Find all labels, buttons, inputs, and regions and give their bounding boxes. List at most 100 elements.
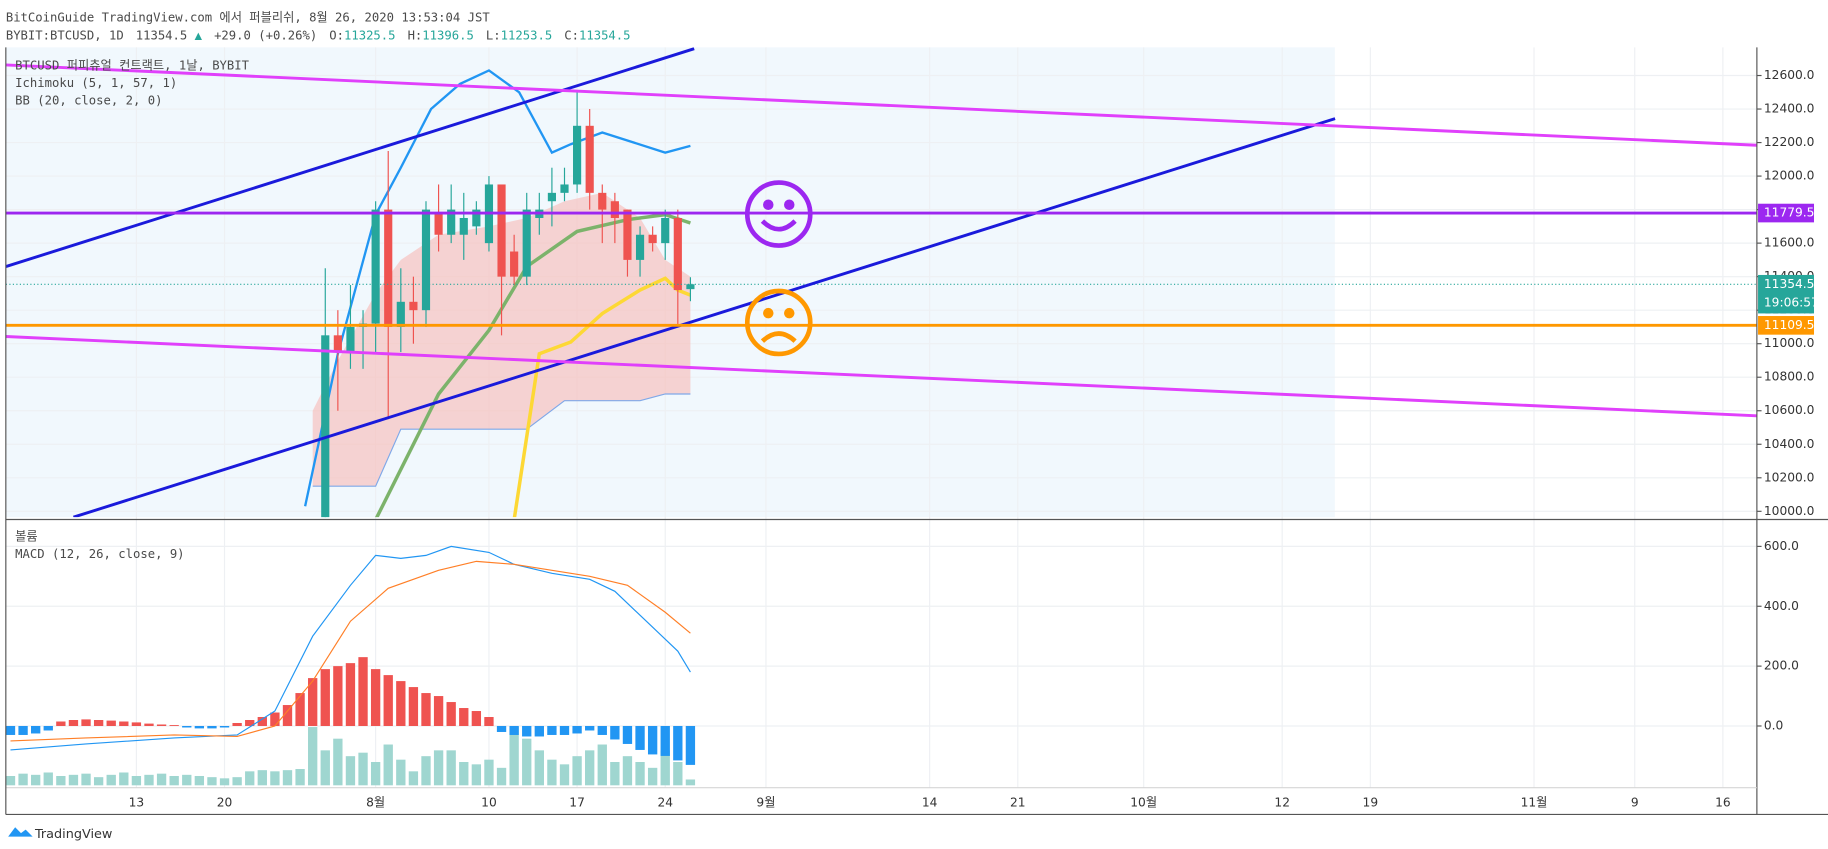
mouth xyxy=(760,219,797,232)
candle-body xyxy=(510,251,519,277)
symbol-line: BYBIT:BTCUSD, 1D 11354.5 ▲ +29.0 (+0.26%… xyxy=(6,28,631,42)
histogram-bar xyxy=(68,720,79,726)
volume-bar xyxy=(131,775,142,786)
y-tick-label: 10400.0 xyxy=(1764,437,1815,451)
last: 11354.5 xyxy=(136,28,188,42)
volume-bar xyxy=(56,775,66,786)
arrow: ▲ xyxy=(195,28,203,42)
histogram-bar xyxy=(194,725,205,729)
y-tick-label: 200.0 xyxy=(1764,659,1799,673)
candle-body xyxy=(346,326,355,353)
volume-bar xyxy=(219,778,230,786)
histogram-bar xyxy=(484,717,494,726)
volume-bar xyxy=(169,775,179,786)
y-tick-label: 400.0 xyxy=(1764,599,1799,613)
volume-bar xyxy=(106,774,116,786)
histogram-bar xyxy=(81,719,91,726)
logo xyxy=(8,827,33,837)
eye xyxy=(763,307,774,319)
price-pane xyxy=(5,47,1757,518)
volume-bar xyxy=(282,770,293,786)
volume-bar xyxy=(433,750,444,786)
volume-bar xyxy=(597,744,607,786)
histogram-bar xyxy=(358,657,368,726)
candle-body xyxy=(522,209,531,277)
histogram-bar xyxy=(635,725,645,750)
histogram-bar xyxy=(534,725,544,737)
y-tick-label: 600.0 xyxy=(1764,539,1799,553)
face xyxy=(744,180,813,248)
eye xyxy=(763,199,774,210)
histogram-bar xyxy=(144,723,154,726)
trend-line xyxy=(5,47,695,268)
volume-bar xyxy=(534,750,544,786)
candle-body xyxy=(648,234,657,244)
ohlc-label: O: xyxy=(329,28,344,42)
volume-bar xyxy=(68,774,79,786)
histogram-bar xyxy=(245,720,255,726)
histogram-bar xyxy=(43,725,53,731)
volume-bar xyxy=(320,750,330,786)
x-tick-label: 16 xyxy=(1715,795,1731,809)
y-tick-label: 11000.0 xyxy=(1764,336,1815,350)
histogram-bar xyxy=(270,712,280,726)
candle-body xyxy=(560,184,569,193)
volume-bar xyxy=(647,767,658,786)
volume-bar xyxy=(446,750,456,786)
volume-bar xyxy=(295,768,305,786)
volume-bar xyxy=(270,771,280,786)
countdown-label: 19:06:57 xyxy=(1764,295,1819,309)
histogram-bar xyxy=(421,693,431,726)
frown xyxy=(744,288,813,357)
candle-body xyxy=(409,301,418,311)
ohlc-value: 11253.5 xyxy=(501,28,553,42)
candle-body xyxy=(610,201,619,218)
y-tick-label: 10800.0 xyxy=(1764,370,1815,384)
volume-bar xyxy=(383,744,393,786)
histogram-bar xyxy=(295,693,305,726)
candle-body xyxy=(472,209,481,227)
y-tick-label: 12400.0 xyxy=(1764,102,1815,116)
macd-pane xyxy=(5,545,696,786)
volume-bar xyxy=(509,727,519,786)
publish-title: BitCoinGuide TradingView.com 에서 퍼블리쉬, 8월… xyxy=(6,11,491,25)
face xyxy=(744,288,813,357)
ohlc-value: 11396.5 xyxy=(422,28,474,42)
brand: TradingView xyxy=(34,827,112,842)
x-tick-label: 12 xyxy=(1274,795,1290,809)
histogram-bar xyxy=(496,725,507,732)
candle-body xyxy=(585,125,594,193)
legend-entry: 볼륨 xyxy=(15,530,38,544)
histogram-bar xyxy=(182,725,192,728)
volume-bar xyxy=(345,756,356,786)
price-label: 11779.5 xyxy=(1764,206,1815,220)
candle-body xyxy=(459,217,468,235)
histogram-bar xyxy=(232,722,242,726)
histogram-bar xyxy=(119,721,129,726)
smiley xyxy=(744,180,813,248)
volume-bar xyxy=(660,750,670,786)
volume-bar xyxy=(358,752,368,786)
volume-bar xyxy=(194,775,205,786)
volume-bar xyxy=(207,777,217,786)
x-tick-label: 8월 xyxy=(366,795,385,809)
volume-bar xyxy=(81,773,91,786)
histogram-bar xyxy=(156,724,167,726)
ohlc-label: C: xyxy=(564,28,579,42)
candle-body xyxy=(623,209,632,260)
candle-body xyxy=(661,217,670,244)
histogram-bar xyxy=(345,663,356,726)
candle-body xyxy=(686,284,695,290)
histogram-bar xyxy=(597,725,607,735)
histogram-bar xyxy=(547,725,557,735)
ohlc-value: 11354.5 xyxy=(579,28,631,42)
candle-body xyxy=(371,209,380,324)
volume-bar xyxy=(610,762,620,786)
histogram-bar xyxy=(396,681,406,726)
cloud-lower-line xyxy=(312,393,691,487)
volume-bar xyxy=(396,759,406,786)
x-tick-label: 21 xyxy=(1010,795,1026,809)
y-tick-label: 12000.0 xyxy=(1764,169,1815,183)
histogram-bar xyxy=(408,687,419,726)
candle-body xyxy=(497,184,506,277)
